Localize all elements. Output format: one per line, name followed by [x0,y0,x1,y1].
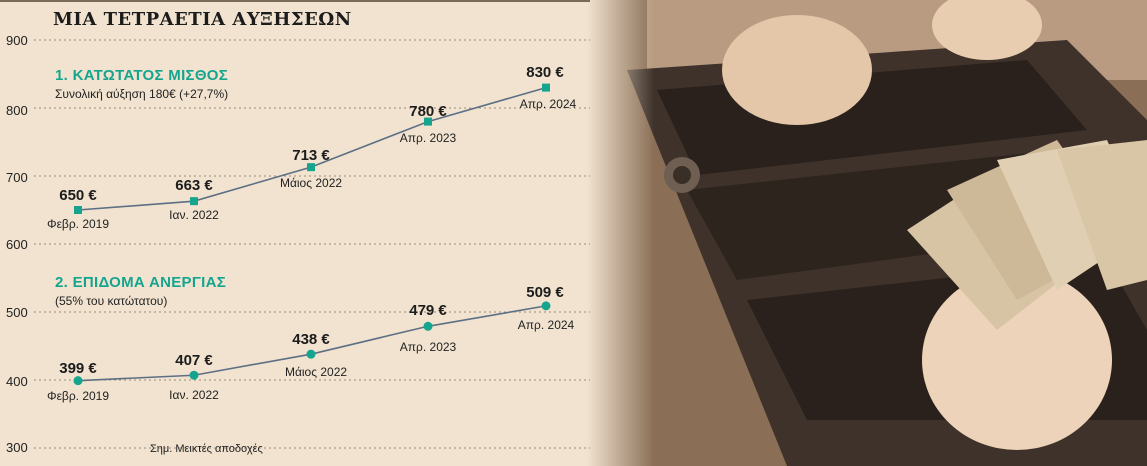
series-1-point [307,163,315,172]
series-1-subtitle: Συνολική αύξηση 180€ (+27,7%) [55,87,229,101]
x-label: Ιαν. 2022 [169,388,219,402]
series-1-point [542,83,550,92]
x-label: Απρ. 2024 [517,318,575,332]
x-label: Μάιος 2022 [279,176,343,190]
x-label: Απρ. 2023 [399,131,457,145]
data-label: 663 € [175,177,213,194]
y-tick-label: 900 [6,33,28,48]
series-2-point [306,349,316,359]
data-label: 830 € [526,64,564,81]
footnote: Σημ. Μεικτές αποδοχές [150,443,263,455]
series-1-point [424,117,432,126]
x-label: Μάιος 2022 [284,365,348,379]
y-tick-label: 500 [6,305,28,320]
page-title: ΜΙΑ ΤΕΤΡΑΕΤΙΑ ΑΥΞΗΣΕΩΝ [53,9,352,30]
series-2-title: 2. ΕΠΙΔΟΜΑ ΑΝΕΡΓΙΑΣ [55,274,227,291]
data-label: 713 € [292,147,330,164]
y-tick-label: 800 [6,103,28,118]
y-tick-label: 300 [6,440,28,455]
series-1-point [190,197,198,206]
data-label: 438 € [292,331,330,348]
data-label: 650 € [59,187,97,204]
series-1-title: 1. ΚΑΤΩΤΑΤΟΣ ΜΙΣΘΟΣ [55,67,229,84]
data-label: 780 € [409,103,447,120]
y-tick-label: 600 [6,237,28,252]
x-label: Απρ. 2024 [519,97,577,111]
x-label: Φεβρ. 2019 [46,217,110,231]
y-tick-label: 400 [6,374,28,389]
series-2-point [73,376,83,386]
top-rule [0,0,590,2]
y-tick-label: 700 [6,170,28,185]
data-label: 479 € [409,302,447,319]
cash-register-photo [587,0,1147,466]
data-label: 407 € [175,352,213,369]
x-label: Φεβρ. 2019 [46,389,110,403]
line-chart [34,39,590,449]
series-2-subtitle: (55% του κατώτατου) [55,294,168,308]
data-label: 509 € [526,284,564,301]
data-label: 399 € [59,360,97,377]
x-label: Ιαν. 2022 [169,208,219,222]
series-2-point [423,321,433,331]
x-label: Απρ. 2023 [399,340,457,354]
series-1-point [74,206,82,214]
series-2-point [189,370,199,380]
series-2-point [541,301,551,311]
